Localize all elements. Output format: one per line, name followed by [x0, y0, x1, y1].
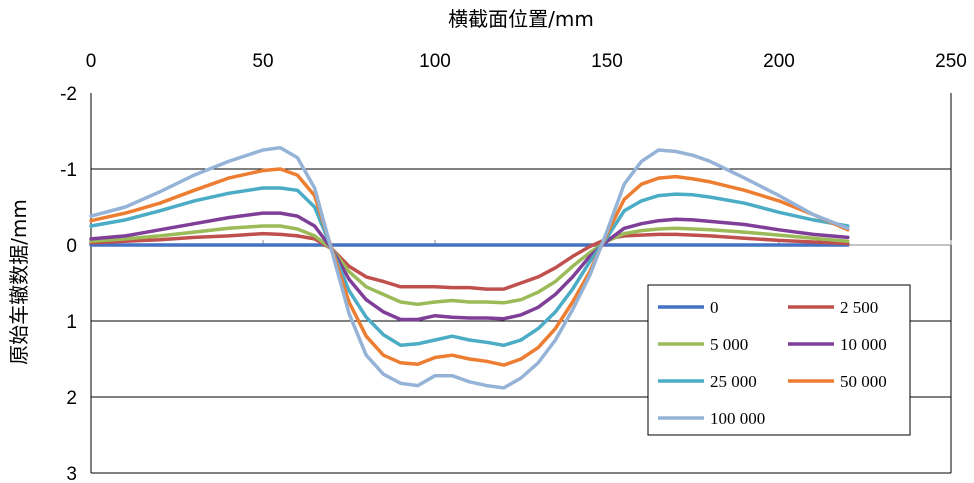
- x-tick-label: 0: [86, 51, 97, 72]
- x-tick-label: 150: [591, 51, 623, 72]
- legend-label: 25 000: [710, 372, 757, 391]
- legend: 0 2 500 5 000 10 000 25 000 50 000 100 000: [647, 284, 911, 436]
- y-tick-labels: -2 -1 0 1 2 3: [60, 84, 77, 483]
- series-lines: [89, 145, 850, 390]
- legend-label: 100 000: [710, 409, 765, 428]
- y-tick-label: 2: [66, 388, 77, 409]
- y-tick-label: 3: [66, 464, 77, 483]
- y-tick-label: -2: [60, 84, 77, 105]
- series-line: [89, 186, 850, 348]
- legend-box: [647, 284, 911, 436]
- series-line: [89, 224, 850, 307]
- series-line: [89, 145, 850, 390]
- x-tick-label: 250: [935, 51, 967, 72]
- y-axis-title: 原始车辙数据/mm: [7, 199, 31, 365]
- legend-label: 50 000: [840, 372, 887, 391]
- x-tick-label: 100: [419, 51, 451, 72]
- legend-label: 10 000: [840, 335, 887, 354]
- series-line: [89, 167, 850, 367]
- x-tick-label: 50: [252, 51, 273, 72]
- legend-label: 5 000: [710, 335, 748, 354]
- series-line: [89, 211, 850, 322]
- x-tick-labels: 0 50 100 150 200 250: [86, 51, 967, 72]
- y-tick-label: 0: [66, 236, 77, 257]
- y-tick-label: -1: [60, 160, 77, 181]
- x-tick-label: 200: [763, 51, 795, 72]
- legend-label: 2 500: [840, 298, 878, 317]
- y-tick-label: 1: [66, 312, 77, 333]
- legend-label: 0: [710, 298, 719, 317]
- x-axis-title: 横截面位置/mm: [448, 7, 594, 31]
- series-line: [89, 231, 850, 291]
